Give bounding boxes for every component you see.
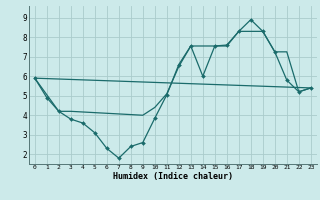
X-axis label: Humidex (Indice chaleur): Humidex (Indice chaleur) — [113, 172, 233, 181]
